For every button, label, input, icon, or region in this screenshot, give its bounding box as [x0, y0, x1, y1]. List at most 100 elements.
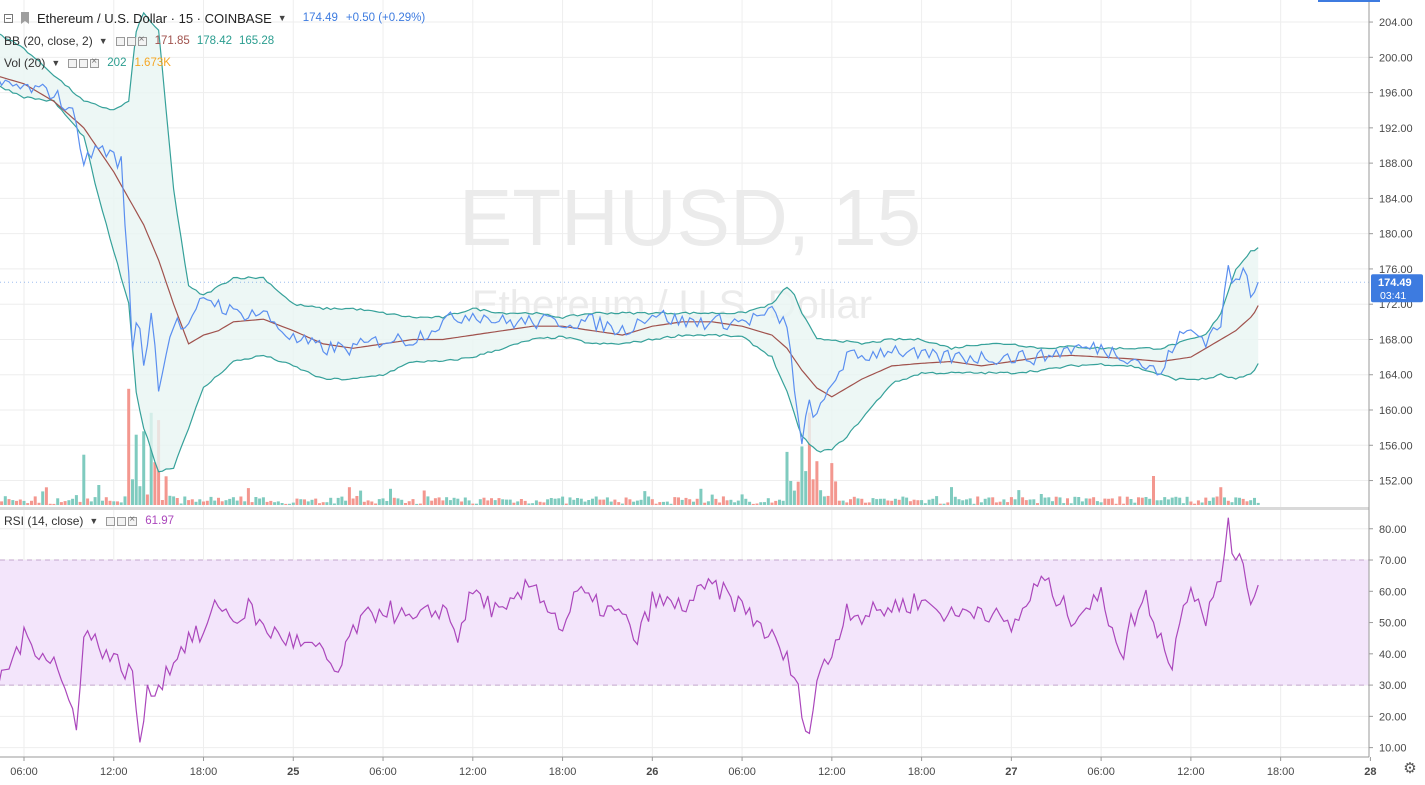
volume-bar	[1200, 502, 1204, 505]
volume-bar	[1114, 503, 1118, 505]
time-tick-label: 25	[287, 766, 299, 778]
close-icon[interactable]	[128, 514, 138, 526]
volume-bar	[265, 501, 269, 505]
volume-bar	[1223, 497, 1226, 505]
volume-bar	[437, 497, 441, 505]
volume-bar	[579, 498, 583, 505]
volume-bar	[710, 494, 714, 505]
close-icon[interactable]	[137, 34, 147, 46]
symbol-title[interactable]: Ethereum / U.S. Dollar · 15 · COINBASE	[37, 10, 272, 26]
rsi-tick-label: 20.00	[1379, 711, 1407, 723]
chevron-down-icon[interactable]: ▼	[277, 13, 287, 23]
volume-bar	[1234, 497, 1238, 505]
volume-bar	[362, 501, 366, 505]
chevron-down-icon[interactable]: ▼	[51, 58, 61, 68]
volume-bar	[766, 498, 770, 505]
gear-icon[interactable]	[126, 36, 136, 46]
volume-bar	[778, 499, 781, 505]
volume-bar	[344, 500, 348, 505]
time-tick-label: 06:00	[1087, 766, 1115, 778]
volume-bar	[1013, 499, 1017, 505]
volume-bar	[396, 498, 400, 505]
volume-bar	[568, 497, 572, 505]
vol-indicator-label[interactable]: Vol (20)	[4, 56, 46, 70]
volume-bar	[314, 498, 318, 505]
volume-bar	[613, 499, 617, 505]
volume-bar	[67, 500, 71, 505]
bb-lower-value: 165.28	[239, 35, 275, 47]
volume-bar	[59, 502, 63, 505]
indicator-controls	[68, 56, 100, 68]
volume-bar	[733, 502, 737, 505]
volume-bar	[1249, 500, 1253, 505]
volume-bar	[478, 499, 482, 505]
volume-bar	[635, 500, 639, 505]
eye-icon[interactable]	[115, 36, 125, 46]
volume-bar	[938, 503, 942, 505]
rsi-tick-label: 50.00	[1379, 618, 1407, 630]
collapse-legend-icon[interactable]	[4, 13, 13, 23]
volume-bar	[1107, 498, 1111, 505]
volume-bar	[89, 501, 93, 505]
volume-bar	[953, 496, 957, 505]
vol-legend-row: Vol (20) ▼ 202 1.673K	[4, 54, 171, 72]
volume-bar	[1054, 496, 1058, 505]
volume-bar	[849, 499, 852, 505]
volume-bar	[916, 500, 920, 505]
volume-bar	[1215, 496, 1219, 505]
volume-bar	[706, 501, 710, 505]
volume-bar	[1163, 497, 1167, 505]
volume-bar	[658, 502, 662, 505]
volume-bar	[1092, 497, 1096, 505]
volume-bar	[1028, 499, 1032, 505]
time-tick-label: 12:00	[100, 766, 128, 778]
time-tick-label: 18:00	[190, 766, 218, 778]
volume-bar	[389, 488, 392, 505]
chart-settings-gear-icon[interactable]: ⚙	[1403, 760, 1417, 777]
volume-bar	[1181, 503, 1185, 505]
volume-bar	[1103, 498, 1107, 505]
bb-upper-line	[0, 11, 1259, 351]
volume-bar	[460, 501, 464, 505]
volume-bar	[692, 501, 695, 505]
volume-bar	[347, 487, 351, 505]
close-icon[interactable]	[90, 56, 100, 68]
time-tick-label: 12:00	[818, 766, 846, 778]
volume-bar	[74, 495, 78, 505]
volume-bar	[385, 501, 389, 505]
volume-bar	[1166, 499, 1170, 505]
volume-bar	[172, 496, 176, 505]
volume-bar	[553, 498, 557, 505]
volume-bar	[153, 462, 157, 505]
flag-icon[interactable]	[21, 12, 29, 24]
eye-icon[interactable]	[68, 58, 78, 68]
vol-value: 202	[107, 57, 127, 69]
indicator-controls	[115, 34, 147, 46]
volume-bar	[1066, 498, 1069, 505]
volume-bar	[931, 498, 935, 505]
chevron-down-icon[interactable]: ▼	[89, 516, 99, 526]
eye-icon[interactable]	[106, 516, 116, 526]
bb-indicator-label[interactable]: BB (20, close, 2)	[4, 34, 93, 48]
volume-bar	[957, 499, 961, 505]
volume-bar	[763, 502, 766, 505]
volume-bar	[1211, 497, 1215, 505]
volume-bar	[351, 498, 355, 505]
rsi-indicator-label[interactable]: RSI (14, close)	[4, 514, 84, 528]
volume-bar	[1118, 496, 1122, 505]
chevron-down-icon[interactable]: ▼	[98, 36, 108, 46]
volume-bar	[310, 499, 314, 505]
volume-bar	[714, 498, 718, 505]
gear-icon[interactable]	[79, 58, 89, 68]
volume-bar	[1226, 500, 1230, 505]
volume-bar	[37, 502, 41, 505]
volume-bar	[18, 499, 22, 505]
volume-bar	[505, 499, 508, 505]
panel-separator	[0, 507, 1425, 510]
price-tick-label: 160.00	[1379, 405, 1413, 417]
gear-icon[interactable]	[117, 516, 127, 526]
volume-bar	[1144, 497, 1148, 505]
volume-bar	[665, 501, 669, 505]
